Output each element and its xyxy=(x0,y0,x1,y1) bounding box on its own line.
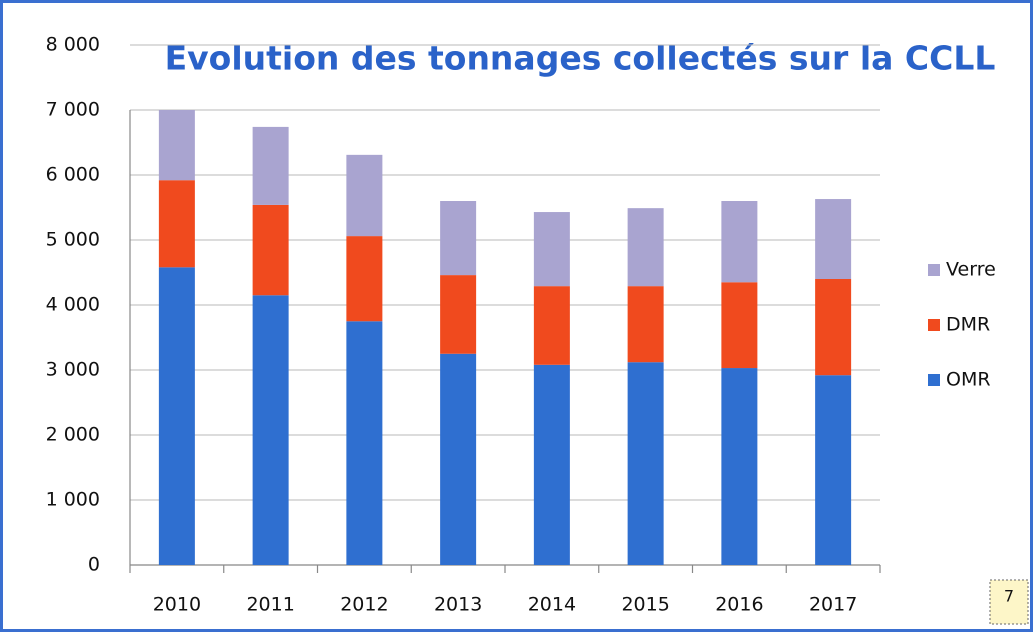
legend-swatch xyxy=(928,374,940,386)
bar-segment xyxy=(627,208,664,287)
page-number: 7 xyxy=(1004,587,1014,606)
x-tick-label: 2017 xyxy=(809,594,857,616)
y-tick-label: 5 000 xyxy=(46,229,100,251)
bar-segment xyxy=(533,286,570,365)
bar-segment xyxy=(158,180,195,268)
x-tick-label: 2014 xyxy=(528,594,576,616)
x-tick-label: 2011 xyxy=(246,594,294,616)
y-tick-label: 2 000 xyxy=(46,424,100,446)
x-tick-label: 2013 xyxy=(434,594,482,616)
legend-label: DMR xyxy=(946,314,990,336)
x-tick-label: 2010 xyxy=(153,594,201,616)
x-tick-label: 2012 xyxy=(340,594,388,616)
x-tick-label: 2016 xyxy=(715,594,763,616)
legend-label: Verre xyxy=(946,259,996,281)
y-tick-label: 4 000 xyxy=(46,294,100,316)
bar-segment xyxy=(440,353,477,565)
bar-segment xyxy=(158,110,195,181)
bar-segment xyxy=(815,199,852,279)
bar-segment xyxy=(815,375,852,565)
bar-segment xyxy=(346,154,383,237)
bar-segment xyxy=(721,201,758,283)
y-tick-label: 8 000 xyxy=(46,34,100,56)
bar-segment xyxy=(627,362,664,565)
bar-segment xyxy=(533,364,570,565)
bar-segment xyxy=(815,279,852,376)
bar-segment xyxy=(440,201,477,276)
y-tick-label: 0 xyxy=(88,554,100,576)
bar-segment xyxy=(627,286,664,363)
chart-title: Evolution des tonnages collectés sur la … xyxy=(165,39,996,78)
bar-segment xyxy=(721,368,758,565)
legend-swatch xyxy=(928,319,940,331)
bar-segment xyxy=(252,126,289,205)
bar-segment xyxy=(158,267,195,565)
bar-segment xyxy=(252,204,289,296)
y-tick-label: 6 000 xyxy=(46,164,100,186)
bar-segment xyxy=(440,275,477,354)
page-number-box xyxy=(989,579,1029,625)
y-tick-label: 1 000 xyxy=(46,489,100,511)
y-tick-label: 3 000 xyxy=(46,359,100,381)
bar-segment xyxy=(533,212,570,287)
x-tick-label: 2015 xyxy=(621,594,669,616)
legend-swatch xyxy=(928,264,940,276)
bar-segment xyxy=(346,321,383,565)
y-tick-label: 7 000 xyxy=(46,99,100,121)
bar-segment xyxy=(346,236,383,322)
bar-segment xyxy=(721,282,758,369)
legend-label: OMR xyxy=(946,369,991,391)
bar-segment xyxy=(252,295,289,565)
